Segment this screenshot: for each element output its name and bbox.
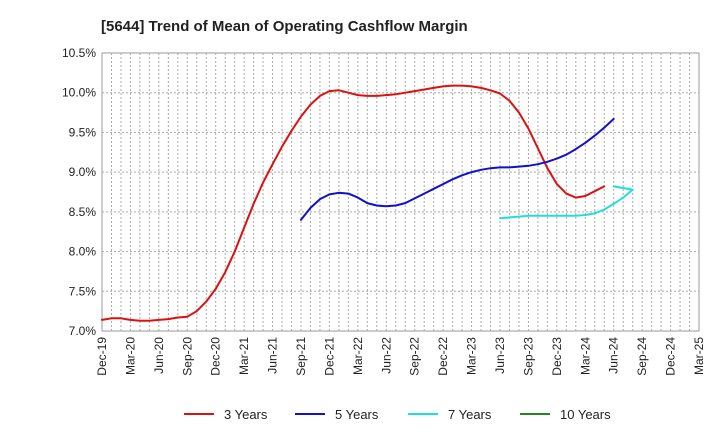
y-tick-label: 10.5%	[62, 46, 96, 60]
legend-label: 10 Years	[560, 407, 611, 422]
x-tick-label: Mar-24	[578, 337, 592, 375]
x-tick-label: Sep-23	[521, 337, 535, 376]
x-tick-label: Dec-19	[95, 337, 109, 376]
y-tick-label: 9.5%	[69, 125, 97, 139]
x-tick-label: Dec-24	[664, 337, 678, 376]
chart-title: [5644] Trend of Mean of Operating Cashfl…	[101, 18, 468, 35]
x-tick-label: Sep-20	[180, 337, 194, 376]
legend: 3 Years 5 Years 7 Years 10 Years	[184, 407, 611, 422]
plot-area	[101, 52, 700, 332]
legend-label: 7 Years	[448, 407, 492, 422]
series-line-3-years	[101, 84, 606, 322]
x-tick-label: Jun-24	[607, 337, 621, 374]
y-tick-label: 9.0%	[69, 165, 97, 179]
series-layer	[101, 84, 634, 322]
x-tick-label: Dec-20	[209, 337, 223, 376]
x-tick-label: Mar-23	[465, 337, 479, 375]
x-tick-label: Dec-21	[322, 337, 336, 376]
y-axis-ticks: 7.0% 7.5% 8.0% 8.5% 9.0% 9.5% 10.0% 10.5%	[62, 46, 96, 338]
x-tick-label: Dec-22	[436, 337, 450, 376]
legend-label: 5 Years	[335, 407, 379, 422]
x-tick-label: Mar-22	[351, 337, 365, 375]
x-tick-label: Sep-24	[635, 337, 649, 376]
x-tick-label: Sep-22	[408, 337, 422, 376]
y-tick-label: 8.5%	[69, 205, 97, 219]
x-tick-label: Jun-20	[152, 337, 166, 374]
x-tick-label: Jun-22	[379, 337, 393, 374]
x-axis-ticks: Dec-19 Mar-20 Jun-20 Sep-20 Dec-20 Mar-21 Jun-…	[95, 337, 706, 376]
x-tick-label: Sep-21	[294, 337, 308, 376]
x-tick-label: Jun-21	[266, 337, 280, 374]
x-tick-label: Dec-23	[550, 337, 564, 376]
series-line-7-years	[499, 185, 634, 220]
series-line-5-years	[300, 117, 615, 221]
y-tick-label: 8.0%	[69, 245, 97, 259]
x-tick-label: Mar-21	[237, 337, 251, 375]
y-tick-label: 7.0%	[69, 324, 97, 338]
y-tick-label: 10.0%	[62, 86, 96, 100]
legend-label: 3 Years	[224, 407, 268, 422]
x-tick-label: Mar-20	[123, 337, 137, 375]
x-tick-label: Mar-25	[692, 337, 706, 375]
y-tick-label: 7.5%	[69, 284, 97, 298]
x-tick-label: Jun-23	[493, 337, 507, 374]
